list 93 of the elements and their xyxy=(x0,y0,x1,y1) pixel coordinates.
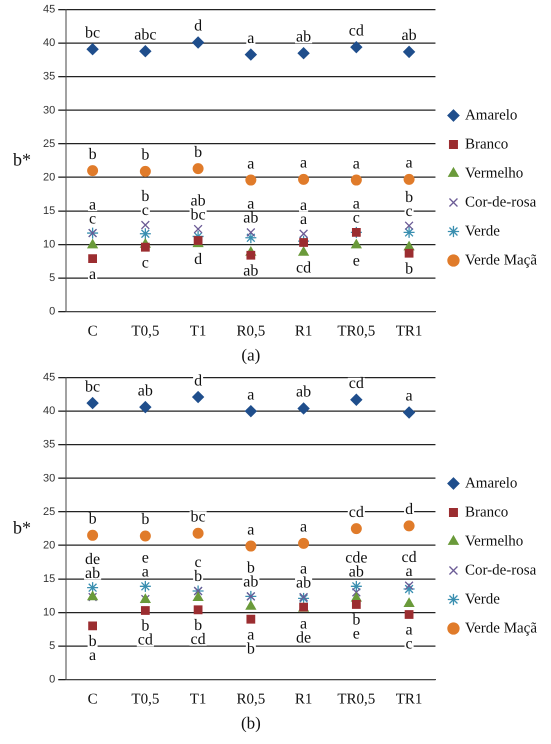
legend-label: Amarelo xyxy=(464,475,518,492)
x-tick-label: R1 xyxy=(294,692,312,708)
legend-label: Branco xyxy=(464,504,508,520)
annotation: ab xyxy=(138,382,153,400)
y-tick-label: 40 xyxy=(42,37,56,50)
y-tick-label: 0 xyxy=(49,306,56,318)
legend-label: Vermelho xyxy=(464,165,524,182)
annotation: ab xyxy=(296,28,312,46)
annotation: abc xyxy=(134,26,156,44)
annotation: a xyxy=(406,154,413,172)
y-tick-label: 35 xyxy=(42,70,56,83)
legend-label: Amarelo xyxy=(464,107,518,124)
legend-label: Verde Maçã xyxy=(464,252,538,268)
x-tick-label: C xyxy=(88,692,98,708)
annotation: bc xyxy=(85,24,100,42)
annotation: d xyxy=(405,501,414,518)
annotation: b xyxy=(405,260,414,278)
y-tick-label: 5 xyxy=(49,272,56,284)
annotation: de xyxy=(296,630,312,647)
annotation: d xyxy=(194,372,202,390)
annotation: a xyxy=(247,386,254,404)
annotation: ab xyxy=(402,27,417,44)
annotation: bc xyxy=(85,378,100,396)
annotation: c xyxy=(142,254,149,272)
legend-label: Vermelho xyxy=(464,533,524,550)
y-tick-label: 10 xyxy=(42,606,56,619)
annotation: ab xyxy=(348,564,364,581)
x-axis-title: (b) xyxy=(240,713,261,732)
annotation: b xyxy=(88,510,97,528)
annotation: bc xyxy=(190,508,206,526)
y-tick-label: 20 xyxy=(42,539,56,552)
y-tick-label: 30 xyxy=(42,472,56,484)
legend-label: Branco xyxy=(464,136,508,152)
x-tick-label: T1 xyxy=(190,324,206,340)
annotation: a xyxy=(406,388,413,405)
annotation: b xyxy=(194,144,202,161)
legend-label: Verde xyxy=(464,591,500,608)
annotation: cd xyxy=(348,374,364,392)
x-tick-label: TR0,5 xyxy=(337,692,376,708)
annotation: a xyxy=(300,154,308,172)
x-tick-label: R0,5 xyxy=(236,324,266,340)
x-tick-label: R0,5 xyxy=(236,692,266,708)
y-axis-title: b* xyxy=(13,517,31,538)
annotation: c xyxy=(406,636,413,653)
annotation: cd xyxy=(348,22,364,40)
annotation: a xyxy=(247,30,254,47)
annotation: ab xyxy=(243,262,258,280)
annotation: b xyxy=(88,633,97,650)
annotation: ab xyxy=(296,384,312,401)
legend-label: Cor-de-rosa xyxy=(464,562,537,578)
annotation: a xyxy=(300,518,308,536)
y-tick-label: 15 xyxy=(42,572,56,585)
y-tick-label: 15 xyxy=(42,204,56,217)
annotation: b xyxy=(194,568,202,586)
x-axis-title: (a) xyxy=(241,345,260,364)
y-tick-label: 35 xyxy=(42,438,56,451)
y-tick-label: 20 xyxy=(42,171,56,184)
y-tick-label: 45 xyxy=(42,372,56,384)
annotation: b xyxy=(141,146,150,164)
y-tick-label: 0 xyxy=(49,674,56,686)
annotation: ab xyxy=(243,574,258,591)
y-tick-label: 30 xyxy=(42,104,56,116)
annotation: cd xyxy=(190,631,206,648)
x-tick-label: TR1 xyxy=(396,692,422,708)
annotation: a xyxy=(247,155,254,172)
legend-label: Verde xyxy=(464,223,500,240)
x-tick-label: C xyxy=(88,324,98,340)
annotation: b xyxy=(88,146,97,163)
legend-label: Verde Maçã xyxy=(464,620,538,636)
legend-label: Cor-de-rosa xyxy=(464,194,537,210)
y-tick-label: 40 xyxy=(42,405,56,418)
x-tick-label: T0,5 xyxy=(131,692,160,708)
x-tick-label: R1 xyxy=(294,324,312,340)
annotation: e xyxy=(352,252,360,270)
y-axis-title: b* xyxy=(13,149,31,170)
x-tick-label: T0,5 xyxy=(131,324,160,340)
annotation: d xyxy=(194,251,202,268)
y-tick-label: 25 xyxy=(42,138,56,150)
annotation: cd xyxy=(138,632,153,649)
x-tick-label: TR1 xyxy=(396,324,422,340)
annotation: b xyxy=(141,511,150,528)
y-tick-label: 10 xyxy=(42,238,56,251)
y-tick-label: 5 xyxy=(49,640,56,652)
annotation: cd xyxy=(348,504,364,521)
annotation: d xyxy=(194,18,202,35)
y-tick-label: 45 xyxy=(42,4,56,16)
x-tick-label: TR0,5 xyxy=(337,324,376,340)
x-tick-label: T1 xyxy=(190,692,206,708)
annotation: a xyxy=(352,155,360,172)
y-tick-label: 25 xyxy=(42,506,56,518)
annotation: a xyxy=(247,521,254,538)
annotation: cd xyxy=(296,260,312,277)
annotation: a xyxy=(89,266,96,283)
